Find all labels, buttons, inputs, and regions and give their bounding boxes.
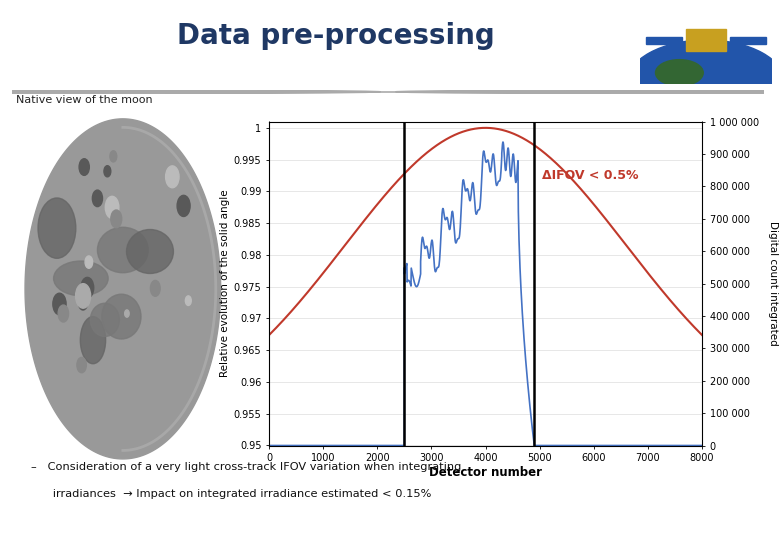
Text: –   Consideration of a very light cross-track IFOV variation when integrating: – Consideration of a very light cross-tr… — [31, 462, 462, 472]
Circle shape — [79, 159, 90, 176]
X-axis label: Detector number: Detector number — [429, 466, 542, 479]
Circle shape — [110, 151, 117, 162]
Bar — [646, 37, 682, 44]
Ellipse shape — [102, 294, 141, 339]
Ellipse shape — [38, 198, 76, 258]
Circle shape — [151, 280, 160, 296]
Circle shape — [76, 284, 90, 308]
Circle shape — [104, 166, 111, 177]
Ellipse shape — [90, 303, 119, 336]
Circle shape — [85, 256, 93, 268]
Polygon shape — [25, 119, 221, 459]
Circle shape — [77, 357, 87, 373]
Ellipse shape — [80, 316, 105, 364]
Ellipse shape — [126, 230, 173, 273]
Circle shape — [177, 195, 190, 217]
Circle shape — [81, 278, 94, 298]
Circle shape — [626, 40, 780, 127]
Ellipse shape — [98, 227, 148, 273]
Circle shape — [53, 293, 66, 315]
Bar — [730, 37, 766, 44]
Circle shape — [395, 90, 780, 94]
Circle shape — [125, 310, 129, 317]
Circle shape — [92, 190, 102, 207]
Y-axis label: Digital count integrated: Digital count integrated — [768, 221, 778, 346]
Ellipse shape — [54, 261, 108, 296]
Circle shape — [111, 210, 122, 228]
Circle shape — [79, 295, 87, 310]
Bar — [686, 29, 725, 51]
Circle shape — [165, 166, 179, 188]
Circle shape — [655, 59, 704, 86]
Text: Native view of the moon: Native view of the moon — [16, 95, 152, 105]
Circle shape — [58, 305, 69, 322]
Y-axis label: Relative evolution of the solid angle: Relative evolution of the solid angle — [219, 190, 229, 377]
Circle shape — [0, 90, 381, 94]
Circle shape — [186, 296, 191, 306]
Circle shape — [105, 197, 119, 218]
Text: ΔIFOV < 0.5%: ΔIFOV < 0.5% — [542, 169, 639, 182]
Text: irradiances  → Impact on integrated irradiance estimated < 0.15%: irradiances → Impact on integrated irrad… — [31, 489, 431, 499]
Text: Data pre-processing: Data pre-processing — [176, 22, 495, 50]
